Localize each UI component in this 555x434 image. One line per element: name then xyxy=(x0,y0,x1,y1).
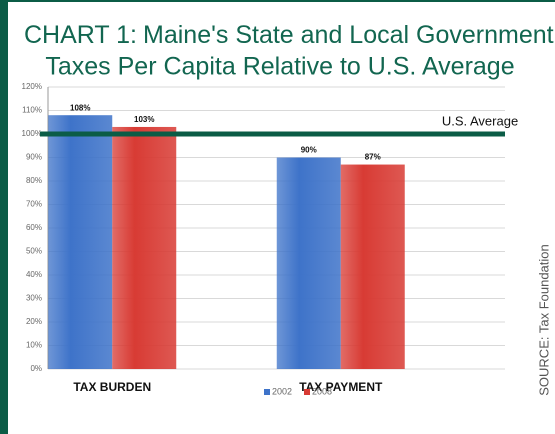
value-label: 90% xyxy=(301,146,317,155)
legend-label: 2008 xyxy=(312,386,332,396)
y-tick-label: 20% xyxy=(26,317,42,326)
y-tick-label: 0% xyxy=(30,364,42,373)
source: SOURCE: Tax Foundation xyxy=(536,244,551,396)
value-label: 87% xyxy=(365,153,381,162)
bar xyxy=(112,126,177,369)
y-tick-label: 110% xyxy=(22,106,42,115)
border-strip xyxy=(0,0,8,434)
x-tick-label: TAX BURDEN xyxy=(73,380,151,394)
bar xyxy=(340,164,405,369)
title-prefix: CHART 1: xyxy=(24,21,137,49)
y-tick-label: 90% xyxy=(26,153,42,162)
y-tick-label: 100% xyxy=(22,129,42,138)
y-tick-label: 40% xyxy=(26,270,42,279)
x-tick-label: TAX PAYMENT xyxy=(299,380,383,394)
value-label: 108% xyxy=(70,103,90,112)
y-tick-label: 50% xyxy=(26,247,42,256)
legend-label: 2002 xyxy=(272,386,292,396)
border-top xyxy=(0,0,555,2)
bar xyxy=(276,157,341,369)
legend-swatch xyxy=(264,389,270,395)
reference-label: U.S. Average xyxy=(442,113,518,128)
title-line: Maine's State and Local Government xyxy=(143,21,554,49)
chart-title: CHART 1: Maine's State and Local Governme… xyxy=(24,21,554,49)
bar xyxy=(48,115,113,369)
y-tick-label: 120% xyxy=(22,82,42,91)
y-tick-label: 30% xyxy=(26,294,42,303)
y-tick-label: 80% xyxy=(26,176,42,185)
chart-subtitle: Taxes Per Capita Relative to U.S. Averag… xyxy=(45,53,514,81)
y-tick-label: 60% xyxy=(26,223,42,232)
y-tick-label: 70% xyxy=(26,200,42,209)
value-label: 103% xyxy=(134,115,154,124)
legend-swatch xyxy=(304,389,310,395)
y-tick-label: 10% xyxy=(26,341,42,350)
